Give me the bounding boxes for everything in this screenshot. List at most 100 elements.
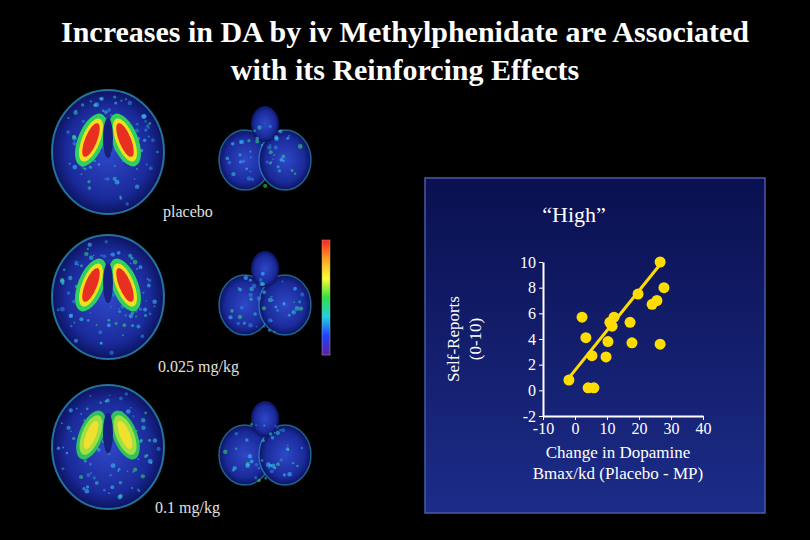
- scan-speckle: [288, 314, 291, 317]
- scan-speckle: [143, 308, 147, 312]
- scan-speckle: [137, 488, 140, 491]
- background: [0, 0, 810, 540]
- scan-speckle: [264, 477, 266, 479]
- scan-speckle: [90, 472, 92, 474]
- scan-speckle: [148, 459, 153, 464]
- scan-speckle: [282, 280, 284, 282]
- scan-speckle: [268, 125, 272, 129]
- y-tick-mark: [539, 262, 543, 263]
- scan-speckle: [250, 459, 254, 463]
- scan-speckle: [128, 254, 132, 258]
- y-tick-label: 4: [528, 331, 536, 348]
- scan-speckle: [276, 462, 280, 466]
- scan-speckle: [255, 424, 257, 426]
- scan-speckle: [299, 306, 303, 310]
- scan-striatum: [68, 254, 113, 316]
- scan-striatum: [79, 266, 104, 304]
- scan-striatum: [75, 412, 107, 458]
- y-tick-label: 0: [528, 382, 536, 399]
- scan-speckle: [149, 313, 152, 316]
- y-axis-title: Self-Reports(0-10): [444, 296, 485, 382]
- scan-speckle: [109, 474, 112, 477]
- scan-speckle: [141, 426, 145, 430]
- scan-speckle: [283, 302, 286, 305]
- scan-speckle: [126, 202, 129, 205]
- data-point: [626, 337, 637, 348]
- scan-speckle: [274, 145, 278, 149]
- scan-speckle: [107, 319, 110, 322]
- scan-speckle: [223, 449, 227, 453]
- scan-speckle: [273, 154, 275, 156]
- scan-speckle: [141, 114, 146, 119]
- scan-speckle: [148, 279, 151, 282]
- scan-speckle: [118, 310, 121, 313]
- scan-speckle: [275, 425, 277, 427]
- x-axis: -10010203040: [533, 416, 712, 437]
- scan-speckle: [295, 306, 300, 311]
- scan-speckle: [266, 462, 271, 467]
- scan-speckle: [67, 117, 69, 119]
- scan-speckle: [147, 283, 151, 287]
- scan-speckle: [286, 447, 290, 451]
- scan-speckle: [253, 312, 257, 316]
- scan-speckle: [156, 151, 159, 154]
- scan-speckle: [247, 139, 250, 142]
- scan-speckle: [108, 453, 110, 455]
- scan-speckle: [263, 325, 266, 328]
- scan-speckle: [122, 323, 126, 327]
- scan-speckle: [94, 102, 99, 107]
- data-point: [655, 339, 666, 350]
- scan-speckle: [150, 462, 152, 464]
- scan-speckle: [128, 101, 133, 106]
- scan-speckle: [157, 447, 161, 451]
- data-point: [658, 282, 669, 293]
- scan-speckle: [132, 415, 134, 417]
- scan-speckle: [261, 144, 263, 146]
- scan-speckle: [270, 296, 272, 298]
- scan-speckle: [66, 426, 70, 430]
- data-point: [580, 332, 591, 343]
- scan-speckle: [119, 494, 123, 498]
- scan-speckle: [109, 394, 111, 396]
- scan-speckle: [80, 264, 83, 267]
- scan-speckle: [93, 476, 96, 479]
- scan-speckle: [256, 326, 258, 328]
- scan-speckle: [148, 122, 151, 125]
- scan-speckle: [294, 173, 296, 175]
- text-line: Change in Dopamine: [546, 443, 690, 462]
- scan-speckle: [262, 306, 266, 310]
- scan-speckle: [80, 413, 82, 415]
- x-tick-label: 10: [600, 420, 616, 437]
- scan-speckle: [139, 308, 142, 311]
- scan-speckle: [132, 471, 134, 473]
- scan-speckle: [89, 462, 92, 465]
- scan-speckle: [61, 467, 64, 470]
- scan-speckle: [249, 298, 252, 301]
- scan-speckle: [141, 474, 145, 478]
- scan-speckle: [86, 408, 89, 411]
- scan-speckle: [104, 110, 108, 114]
- scan-speckle: [227, 161, 231, 165]
- scan-striatum: [74, 260, 108, 309]
- scan-striatum: [81, 419, 102, 451]
- scan-speckle: [85, 489, 90, 494]
- scan-speckle: [106, 177, 110, 181]
- scan-speckle: [88, 242, 92, 246]
- scan-speckle: [81, 103, 84, 106]
- scan-speckle: [86, 473, 90, 477]
- y-tick-label: 2: [528, 356, 536, 373]
- scan-speckle: [272, 158, 274, 160]
- scan-speckle: [154, 305, 156, 307]
- scan-speckle: [93, 255, 95, 257]
- scan-speckle: [60, 279, 65, 284]
- scan-speckle: [287, 472, 292, 477]
- scan-outline: [52, 235, 164, 359]
- chart-title: “High”: [542, 202, 606, 227]
- x-tick-label: -10: [533, 420, 554, 437]
- scan-speckle: [269, 432, 273, 436]
- scan-speckle: [248, 454, 252, 458]
- scan-speckle: [255, 463, 258, 466]
- scan-speckle: [249, 170, 251, 172]
- scan-speckle: [102, 109, 105, 112]
- y-tick-label: 8: [528, 279, 536, 296]
